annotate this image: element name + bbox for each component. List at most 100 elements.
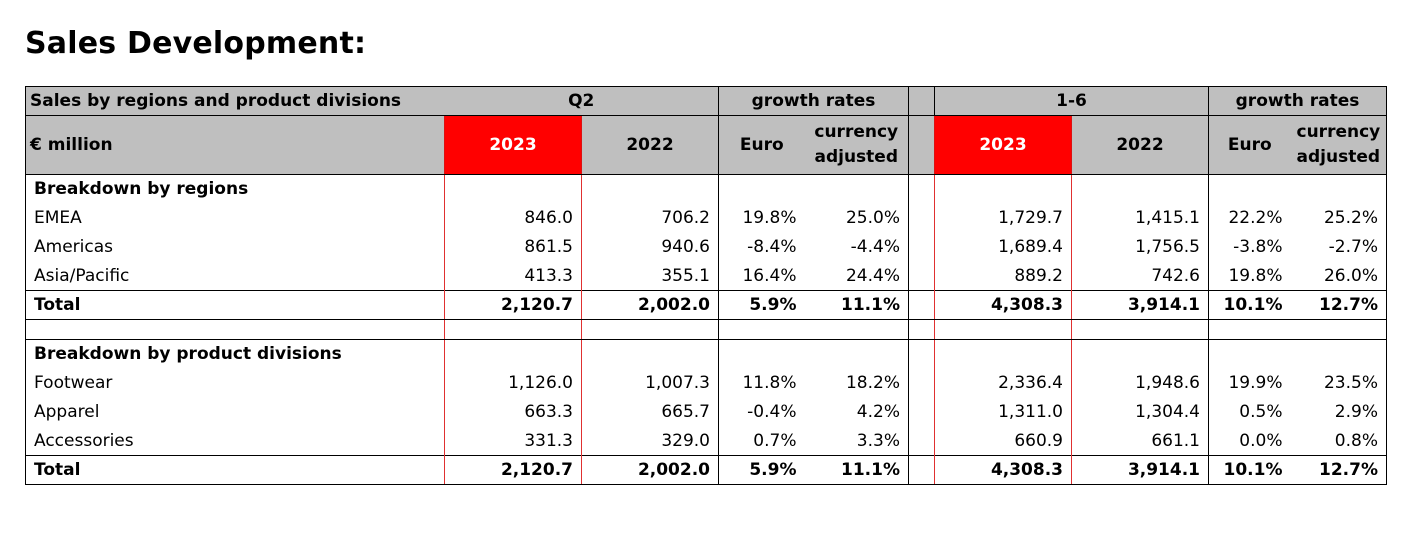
cell-h1-2022: 1,304.4 [1135, 402, 1200, 422]
cell-q2-2022: 1,007.3 [645, 373, 710, 393]
spacer-cell [908, 232, 935, 262]
h1-2022-header: 2022 [1071, 115, 1209, 175]
cell-q2-2023: 1,126.0 [444, 368, 582, 398]
cell-h1-ca: 12.7% [1290, 290, 1387, 320]
spacer-cell [908, 455, 935, 485]
spacer-cell [908, 368, 935, 398]
cell-q2-2022: 329.0 [661, 430, 710, 451]
cell-h1-2022: 3,914.1 [1071, 455, 1209, 485]
cell-h1-2022: 3,914.1 [1071, 290, 1209, 320]
h1-currency-adjusted-header: currency adjusted [1290, 115, 1387, 175]
q2-2023-header: 2023 [444, 115, 582, 175]
cell-q2-2022: 665.7 [661, 402, 710, 422]
total-row: Total 2,120.7 2,002.0 5.9% 11.1% 4,308.3 3,914… [25, 290, 1387, 320]
cell-h1-2022: 1,756.5 [1135, 237, 1200, 257]
h1-euro-header: Euro [1208, 115, 1291, 175]
cell-q2-2022: 940.6 [661, 237, 710, 257]
divisions-total: Total 2,120.7 2,002.0 5.9% 11.1% 4,308.3 3,914… [25, 455, 1387, 485]
cell-q2-euro: 16.4% [718, 261, 805, 291]
spacer-header [908, 86, 935, 116]
cell-h1-2023: 889.2 [934, 261, 1072, 291]
h1-header: 1-6 [934, 86, 1209, 116]
header-row-periods: Sales by regions and product divisions Q… [25, 86, 1387, 116]
sales-table: Sales by regions and product divisions Q… [25, 86, 1387, 485]
q2-currency-adjusted-header: currency adjusted [804, 115, 909, 175]
cell-h1-2022: 661.1 [1151, 430, 1200, 451]
cell-h1-euro: 19.8% [1208, 261, 1291, 291]
cell-q2-2022: 2,002.0 [581, 290, 719, 320]
spacer-header [908, 115, 935, 175]
table-row: Asia/Pacific 413.3 355.1 16.4% 24.4% 889.2 742… [26, 261, 1387, 291]
cell-q2-euro: 5.9% [718, 290, 805, 320]
cell-h1-ca: 23.5% [1323, 373, 1378, 393]
cell-h1-euro: 0.5% [1208, 397, 1291, 427]
cell-h1-ca: 12.7% [1290, 455, 1387, 485]
cell-h1-euro: 22.2% [1208, 203, 1291, 233]
cell-h1-2023: 4,308.3 [934, 455, 1072, 485]
total-row: Total 2,120.7 2,002.0 5.9% 11.1% 4,308.3 3,914… [25, 455, 1387, 485]
cell-q2-ca: 24.4% [845, 265, 900, 286]
cell-label: Americas [34, 237, 113, 257]
cell-q2-2022: 2,002.0 [581, 455, 719, 485]
table-row: Americas 861.5 940.6 -8.4% -4.4% 1,689.4 1,756… [26, 232, 1387, 262]
q2-euro-header: Euro [718, 115, 805, 175]
cell-q2-euro: 5.9% [718, 455, 805, 485]
cell-q2-ca: 4.2% [856, 402, 900, 422]
regions-rows: EMEA 846.0 706.2 19.8% 25.0% 1,729.7 1,415.1 22… [26, 203, 1387, 291]
h1-growth-header: growth rates [1208, 86, 1387, 116]
cell-q2-2023: 846.0 [444, 203, 582, 233]
cell-h1-2023: 660.9 [934, 426, 1072, 456]
cell-label: Total [25, 290, 445, 320]
cell-h1-2022: 742.6 [1151, 265, 1200, 286]
q2-2022-header: 2022 [581, 115, 719, 175]
table-row: Accessories 331.3 329.0 0.7% 3.3% 660.9 661.1 0… [26, 426, 1387, 456]
cell-h1-2023: 1,689.4 [934, 232, 1072, 262]
cell-h1-euro: 19.9% [1208, 368, 1291, 398]
cell-label: EMEA [34, 208, 82, 228]
h1-2023-header: 2023 [934, 115, 1072, 175]
cell-h1-ca: 25.2% [1323, 208, 1378, 228]
cell-q2-ca: 18.2% [845, 373, 900, 393]
cell-q2-2023: 2,120.7 [444, 455, 582, 485]
cell-h1-2023: 1,729.7 [934, 203, 1072, 233]
cell-q2-ca: 25.0% [845, 208, 900, 228]
cell-h1-euro: 10.1% [1208, 455, 1291, 485]
table-row: Apparel 663.3 665.7 -0.4% 4.2% 1,311.0 1,304.4… [26, 397, 1387, 427]
divisions-rows: Footwear 1,126.0 1,007.3 11.8% 18.2% 2,336.4 1… [26, 368, 1387, 456]
spacer-cell [908, 290, 935, 320]
cell-label: Accessories [34, 430, 134, 451]
currency-label-line2: adjusted [1296, 147, 1381, 167]
page-title: Sales Development: [25, 26, 367, 61]
cell-q2-2023: 2,120.7 [444, 290, 582, 320]
cell-h1-2023: 2,336.4 [934, 368, 1072, 398]
section-row-regions: Breakdown by regions [26, 174, 1387, 204]
cell-h1-ca: 26.0% [1323, 265, 1378, 286]
cell-h1-ca: 2.9% [1334, 402, 1378, 422]
table-row: Footwear 1,126.0 1,007.3 11.8% 18.2% 2,336.4 1… [26, 368, 1387, 398]
unit-label: € million [25, 115, 445, 175]
cell-q2-2023: 663.3 [444, 397, 582, 427]
cell-q2-2023: 331.3 [444, 426, 582, 456]
cell-label: Total [25, 455, 445, 485]
table-label: Sales by regions and product divisions [25, 86, 445, 116]
section-row-divisions: Breakdown by product divisions [26, 339, 1387, 369]
cell-h1-euro: 10.1% [1208, 290, 1291, 320]
cell-h1-2022: 1,948.6 [1135, 373, 1200, 393]
cell-q2-euro: 11.8% [718, 368, 805, 398]
spacer-cell [908, 397, 935, 427]
regions-total: Total 2,120.7 2,002.0 5.9% 11.1% 4,308.3 3,914… [25, 290, 1387, 320]
q2-header: Q2 [444, 86, 719, 116]
spacer-cell [908, 261, 935, 291]
cell-q2-ca: -4.4% [850, 237, 900, 257]
cell-h1-euro: 0.0% [1208, 426, 1291, 456]
cell-h1-euro: -3.8% [1208, 232, 1291, 262]
cell-h1-ca: -2.7% [1328, 237, 1378, 257]
cell-q2-euro: -8.4% [718, 232, 805, 262]
gap-row [25, 319, 1387, 340]
cell-h1-ca: 0.8% [1334, 430, 1378, 451]
cell-h1-2023: 4,308.3 [934, 290, 1072, 320]
cell-q2-2022: 706.2 [661, 208, 710, 228]
cell-q2-euro: 19.8% [718, 203, 805, 233]
cell-q2-ca: 3.3% [856, 430, 900, 451]
currency-label-line1: currency [814, 122, 899, 142]
